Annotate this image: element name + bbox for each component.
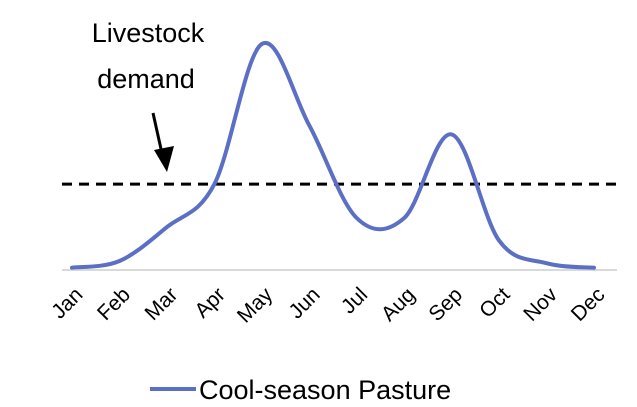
x-tick-label-feb: Feb [93, 283, 135, 325]
x-tick-label-jan: Jan [47, 283, 87, 323]
legend: Cool-season Pasture [150, 375, 451, 405]
x-tick-label-apr: Apr [190, 283, 229, 322]
x-tick-label-sep: Sep [424, 283, 467, 326]
x-tick-label-aug: Aug [377, 283, 420, 326]
legend-label-cool-season-pasture: Cool-season Pasture [199, 375, 451, 405]
x-tick-label-mar: Mar [141, 283, 183, 325]
annotation-line-1: Livestock [92, 18, 205, 48]
annotation-arrow-head [154, 146, 174, 172]
series-line-cool-season-pasture [70, 40, 596, 270]
x-tick-label-nov: Nov [519, 283, 562, 326]
annotation-arrow [151, 112, 174, 172]
x-tick-label-oct: Oct [475, 283, 514, 322]
x-axis-tick-labels: Jan Feb Mar Apr May Jun Jul Aug Sep Oct Nov Dec [47, 283, 609, 328]
annotation-line-2: demand [97, 64, 195, 94]
x-tick-label-jul: Jul [337, 283, 372, 318]
x-tick-label-jun: Jun [285, 283, 325, 323]
x-tick-label-may: May [233, 283, 278, 328]
x-tick-label-dec: Dec [567, 283, 610, 326]
